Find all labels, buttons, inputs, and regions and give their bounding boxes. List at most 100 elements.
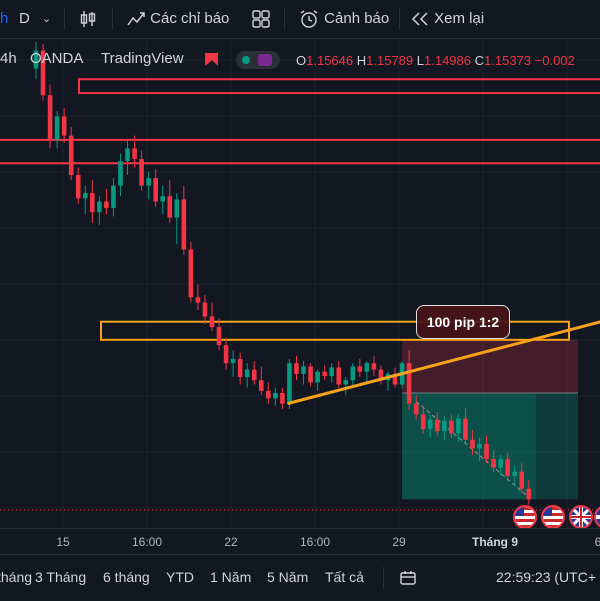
range-button[interactable]: tháng: [0, 569, 33, 585]
candle-body: [287, 363, 292, 404]
open-key: O: [296, 53, 307, 68]
candle-body: [125, 148, 130, 162]
indicators-icon: [127, 12, 145, 26]
alert-button[interactable]: Cảnh báo: [298, 0, 389, 38]
range-button[interactable]: 3 Tháng: [35, 569, 87, 585]
range-button[interactable]: YTD: [166, 569, 194, 585]
low-key: L: [416, 53, 424, 68]
candle-body: [498, 458, 503, 468]
candle-body: [519, 471, 525, 489]
candle-body: [40, 50, 46, 96]
market-status-toggle[interactable]: [236, 51, 280, 69]
candle-body: [68, 135, 74, 175]
candle-body: [54, 116, 60, 140]
candle-body: [449, 420, 454, 434]
trendline: [287, 320, 600, 406]
candle-body: [195, 297, 201, 303]
low-value: 1.14986: [424, 53, 471, 68]
candle-style-icon[interactable]: [78, 0, 98, 38]
bookmark-icon[interactable]: [205, 53, 218, 66]
candle-body: [47, 95, 53, 140]
toolbar-divider: [284, 8, 285, 30]
range-bar: tháng 3 Tháng 6 tháng YTD 1 Năm 5 Năm Tấ…: [0, 554, 600, 601]
candle-body: [357, 366, 363, 372]
data-badge-icon: [258, 54, 272, 66]
rewind-icon: [411, 12, 428, 26]
candle-body: [160, 196, 166, 202]
symbol-fragment[interactable]: h: [0, 10, 9, 27]
candle-body: [526, 488, 532, 500]
high-value: 1.15789: [366, 53, 414, 68]
candle-body: [251, 369, 257, 381]
time-tick: 22: [224, 535, 238, 549]
interval-button[interactable]: D: [19, 10, 30, 27]
candle-body: [33, 50, 39, 69]
candle-body: [336, 367, 342, 385]
candle-body: [364, 363, 370, 372]
take-profit-zone: [402, 393, 578, 500]
price-chart[interactable]: [0, 38, 600, 528]
candle-body: [97, 201, 102, 213]
position-pip-label[interactable]: 100 pip 1:2: [416, 305, 510, 339]
candle-body: [209, 316, 215, 328]
clock-readout[interactable]: 22:59:23 (UTC+: [496, 569, 596, 585]
candle-body: [413, 403, 419, 415]
replay-button[interactable]: Xem lại: [410, 0, 484, 38]
candle-body: [512, 471, 518, 476]
candle-body: [139, 159, 144, 186]
range-button[interactable]: 6 tháng: [103, 569, 150, 585]
candle-body: [322, 371, 327, 376]
uk-flag-icon[interactable]: [569, 505, 593, 529]
candle-body: [258, 380, 264, 391]
toolbar-divider: [383, 567, 384, 589]
toolbar-divider: [112, 8, 113, 30]
candle-body: [75, 174, 81, 199]
toolbar-divider: [399, 8, 400, 30]
date-range-icon[interactable]: [399, 569, 417, 592]
candle-body: [90, 193, 95, 213]
take-profit-elapsed: [402, 393, 536, 500]
replay-label: Xem lại: [434, 10, 485, 27]
candle-body: [273, 393, 278, 399]
candle-body: [378, 369, 384, 381]
candle-body: [244, 369, 250, 378]
candle-body: [392, 373, 398, 385]
layout-grid-icon[interactable]: [251, 0, 271, 38]
candle-body: [294, 363, 299, 374]
indicators-button[interactable]: Các chỉ báo: [126, 0, 229, 38]
time-axis[interactable]: 15 16:00 22 16:00 29 Tháng 9 6: [0, 528, 600, 555]
close-key: C: [474, 53, 485, 68]
candle-body: [153, 178, 158, 202]
legend-source: OANDA: [30, 50, 84, 67]
candle-body: [350, 366, 356, 381]
candle-body: [427, 419, 433, 430]
time-tick: 6: [594, 535, 600, 549]
candle-body: [371, 363, 377, 370]
candle-body: [181, 199, 187, 250]
us-flag-icon[interactable]: [513, 505, 537, 529]
candle-body: [470, 439, 475, 449]
candle-body: [82, 193, 88, 199]
candle-body: [230, 358, 236, 364]
range-button[interactable]: 1 Năm: [210, 569, 252, 585]
candle-body: [301, 366, 306, 374]
time-tick: 16:00: [299, 535, 331, 549]
range-button[interactable]: 5 Năm: [267, 569, 309, 585]
time-tick: 16:00: [131, 535, 163, 549]
chevron-down-icon[interactable]: ⌄: [42, 13, 52, 25]
candle-body: [463, 418, 468, 440]
candle-body: [329, 367, 334, 376]
toolbar-divider: [64, 8, 65, 30]
candle-body: [477, 444, 482, 449]
candle-body: [280, 393, 285, 404]
candle-body: [118, 161, 123, 186]
legend-interval: 4h: [0, 50, 17, 67]
candle-body: [456, 418, 461, 434]
range-button[interactable]: Tất cả: [325, 569, 364, 585]
candle-body: [167, 196, 173, 218]
candle-body: [442, 420, 447, 432]
us-flag-icon[interactable]: [541, 505, 565, 529]
candle-body: [216, 327, 222, 346]
candle-body: [202, 302, 208, 317]
ohlc-readout: O1.15646 H1.15789 L1.14986 C1.15373 −0.0…: [296, 53, 575, 68]
